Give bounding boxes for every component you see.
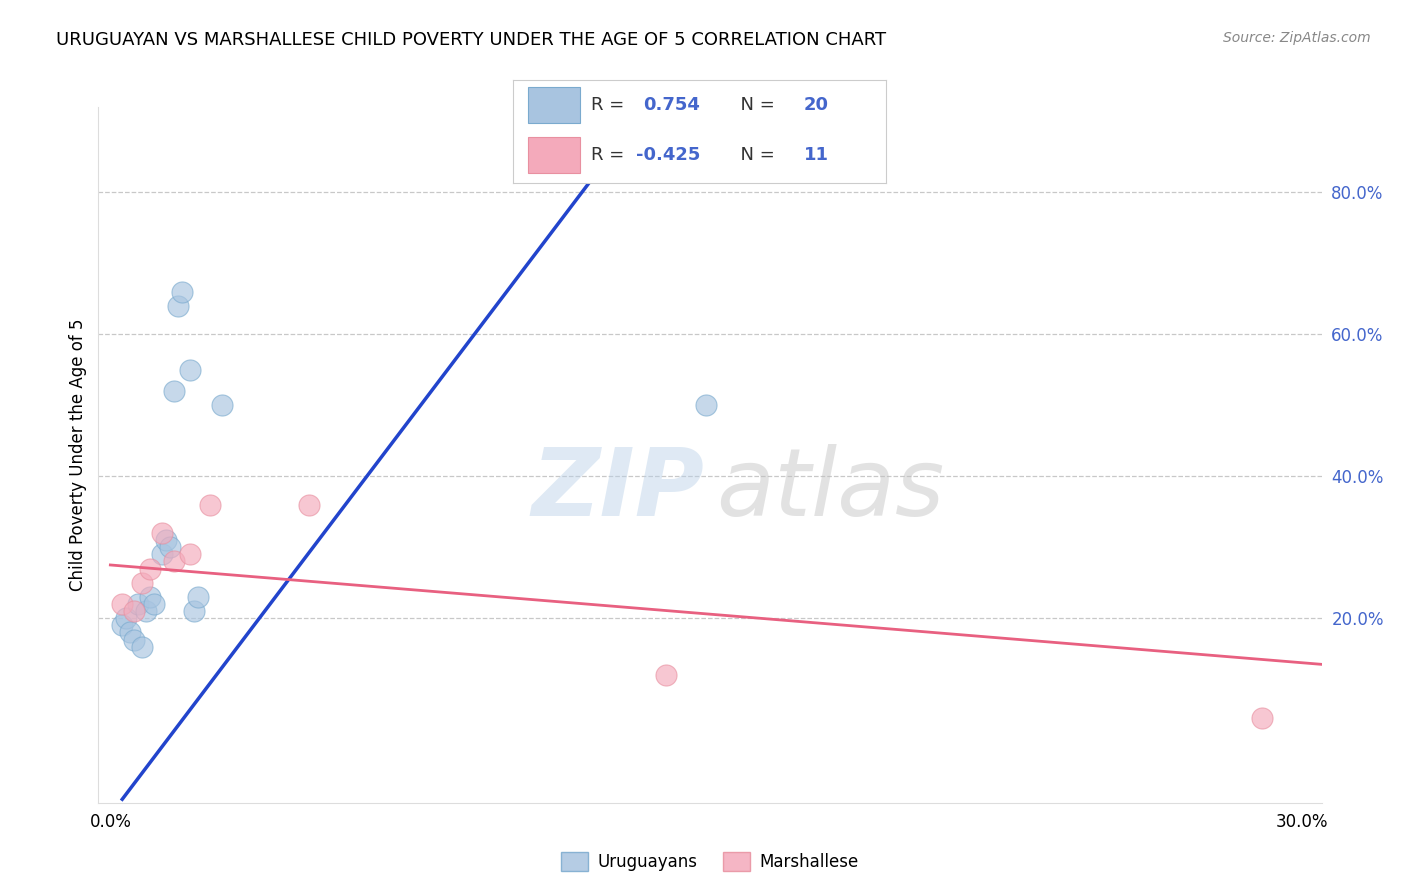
- Point: [135, 604, 157, 618]
- Text: 0.754: 0.754: [644, 96, 700, 114]
- Point: [150, 526, 173, 541]
- Point: [695, 398, 717, 412]
- FancyBboxPatch shape: [529, 136, 581, 173]
- Text: N =: N =: [730, 145, 786, 163]
- Point: [111, 618, 134, 632]
- Point: [120, 625, 142, 640]
- FancyBboxPatch shape: [529, 87, 581, 123]
- Point: [127, 597, 149, 611]
- Point: [179, 547, 201, 561]
- Text: -0.425: -0.425: [636, 145, 700, 163]
- Point: [211, 398, 233, 412]
- Point: [155, 533, 177, 548]
- Point: [139, 590, 162, 604]
- Point: [111, 597, 134, 611]
- Point: [198, 498, 221, 512]
- Text: R =: R =: [592, 145, 630, 163]
- Point: [131, 640, 153, 654]
- Text: ZIP: ZIP: [531, 443, 704, 536]
- Point: [166, 299, 188, 313]
- Point: [139, 561, 162, 575]
- Point: [159, 540, 181, 554]
- Point: [179, 362, 201, 376]
- Point: [150, 547, 173, 561]
- Text: N =: N =: [730, 96, 780, 114]
- Text: URUGUAYAN VS MARSHALLESE CHILD POVERTY UNDER THE AGE OF 5 CORRELATION CHART: URUGUAYAN VS MARSHALLESE CHILD POVERTY U…: [56, 31, 886, 49]
- Point: [131, 575, 153, 590]
- Y-axis label: Child Poverty Under the Age of 5: Child Poverty Under the Age of 5: [69, 318, 87, 591]
- Text: atlas: atlas: [716, 444, 945, 535]
- Point: [655, 668, 678, 682]
- Point: [122, 632, 145, 647]
- Point: [163, 384, 186, 398]
- Text: 11: 11: [804, 145, 828, 163]
- Text: R =: R =: [592, 96, 636, 114]
- Point: [163, 554, 186, 568]
- Point: [122, 604, 145, 618]
- Point: [115, 611, 138, 625]
- Point: [1251, 710, 1274, 724]
- Text: Source: ZipAtlas.com: Source: ZipAtlas.com: [1223, 31, 1371, 45]
- Text: 20: 20: [804, 96, 828, 114]
- Point: [170, 285, 193, 299]
- Legend: Uruguayans, Marshallese: Uruguayans, Marshallese: [554, 846, 866, 878]
- Point: [143, 597, 166, 611]
- Point: [187, 590, 209, 604]
- Point: [183, 604, 205, 618]
- Point: [298, 498, 321, 512]
